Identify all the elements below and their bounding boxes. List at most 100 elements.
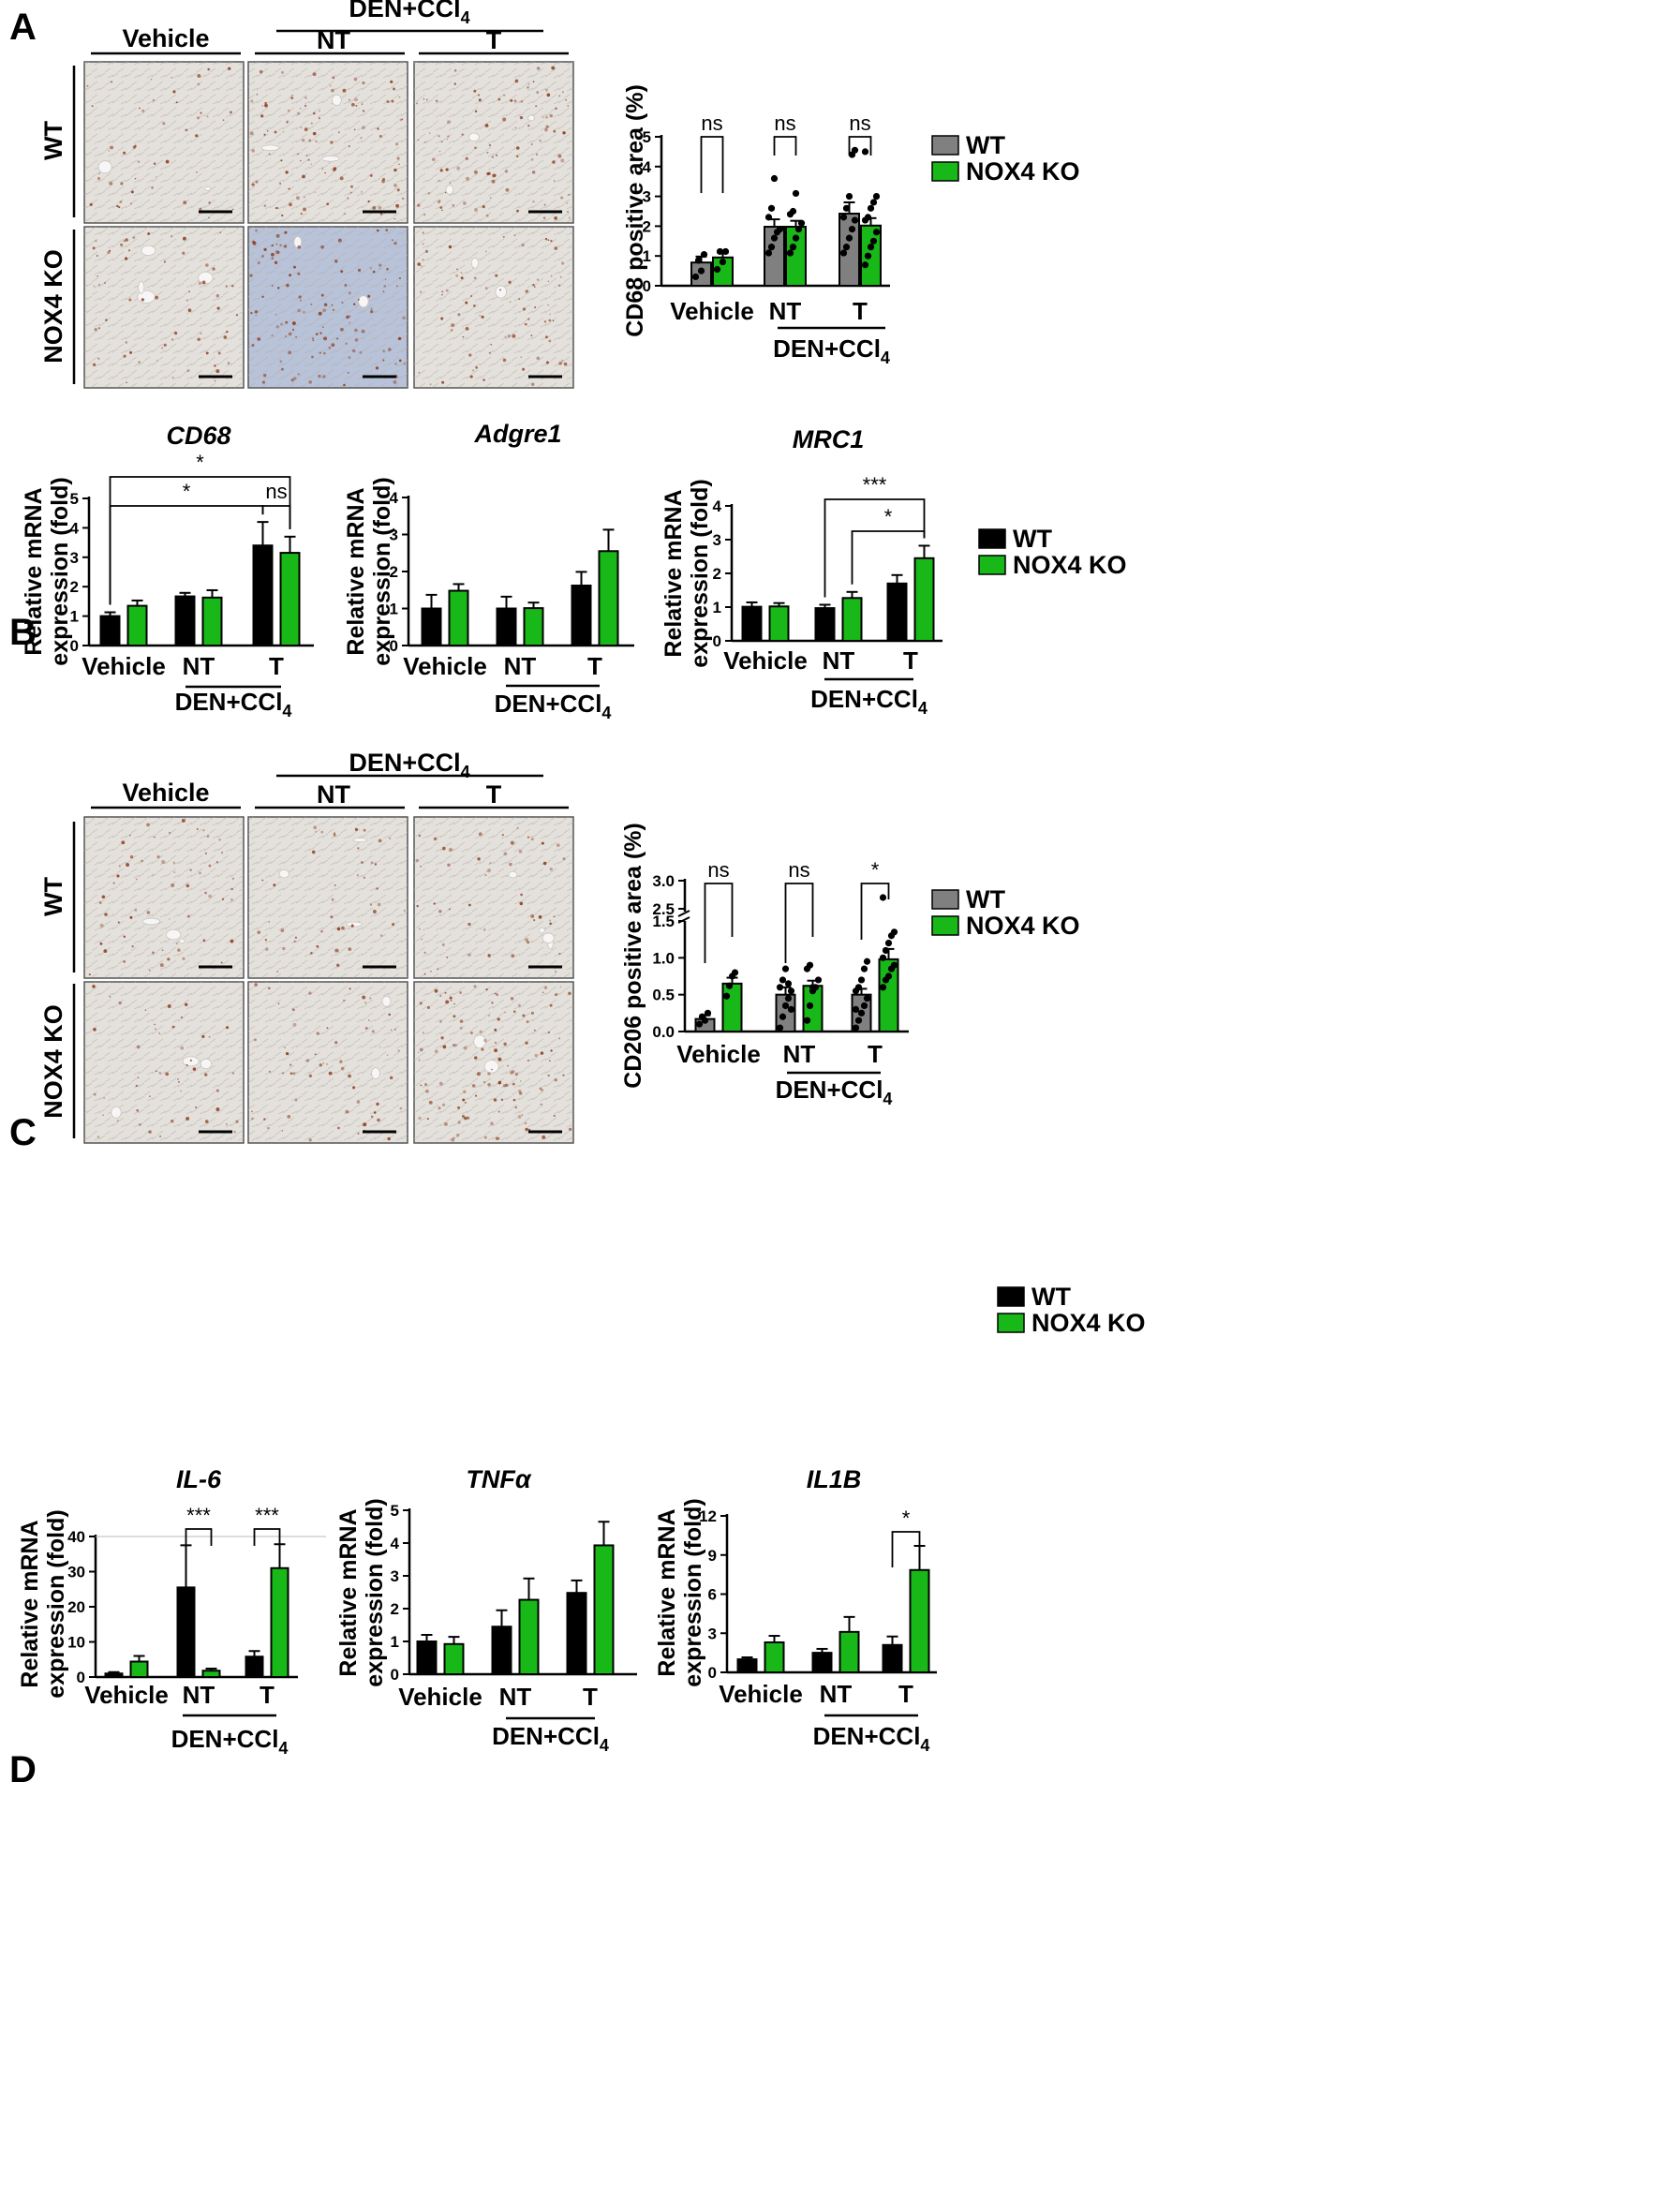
stain-dot: [333, 167, 337, 171]
stain-dot: [93, 1028, 96, 1032]
data-point: [695, 1020, 704, 1028]
data-point: [803, 1017, 811, 1024]
stain-dot: [334, 948, 338, 953]
y-tick-label: 2.5: [652, 900, 675, 918]
stain-dot: [322, 1062, 325, 1064]
stain-dot: [227, 362, 230, 364]
col-header-vehicle-a: Vehicle: [122, 24, 209, 52]
data-point: [787, 987, 795, 995]
stain-dot: [281, 1072, 285, 1075]
stain-dot: [180, 1016, 183, 1018]
stain-dot: [128, 298, 132, 302]
vessel: [178, 938, 186, 944]
stain-dot: [287, 1115, 291, 1119]
stain-dot: [319, 332, 322, 334]
stain-dot: [430, 971, 432, 972]
stain-dot: [263, 247, 267, 251]
stain-dot: [302, 174, 305, 179]
stain-dot: [202, 939, 206, 943]
stain-dot: [389, 1076, 393, 1080]
stain-dot: [180, 1046, 185, 1050]
bar-nox4-ko-t: [270, 1566, 289, 1678]
legend-swatch-ko: [978, 555, 1006, 575]
stain-dot: [446, 956, 449, 958]
stain-dot: [532, 200, 535, 203]
stain-dot: [486, 172, 490, 176]
data-point: [704, 1009, 712, 1017]
data-point: [731, 969, 739, 976]
row-label-ko-c: NOX4 KO: [39, 1004, 67, 1119]
stain-dot: [352, 1086, 356, 1090]
stain-dot: [261, 879, 264, 882]
stain-dot: [424, 1089, 429, 1093]
stain-dot: [320, 830, 324, 834]
stain-dot: [542, 216, 546, 219]
stain-dot: [527, 83, 530, 85]
micrograph-texture: [414, 227, 573, 388]
data-point: [857, 1009, 866, 1017]
stain-dot: [147, 231, 151, 235]
stain-dot: [323, 351, 326, 355]
data-point: [863, 995, 871, 1002]
y-tick-label: 20: [67, 1598, 85, 1616]
stain-dot: [348, 1074, 351, 1078]
stain-dot: [542, 861, 547, 866]
stain-dot: [356, 1100, 361, 1104]
data-point: [852, 1024, 860, 1032]
stain-dot: [357, 298, 360, 301]
group-label: DEN+CCl4: [810, 685, 928, 718]
stain-dot: [313, 111, 316, 115]
stain-dot: [188, 290, 191, 293]
y-tick-label: 4: [390, 489, 399, 507]
stain-dot: [228, 67, 231, 70]
vessel: [321, 156, 340, 162]
stain-dot: [354, 827, 359, 831]
stain-dot: [553, 915, 556, 918]
stain-dot: [497, 1110, 500, 1113]
stain-dot: [507, 1064, 509, 1067]
stain-dot: [304, 96, 307, 99]
stain-dot: [288, 350, 292, 355]
stain-dot: [264, 101, 267, 105]
micrograph-a-4: [83, 226, 245, 389]
data-point: [784, 995, 793, 1002]
stain-dot: [568, 216, 571, 219]
stain-dot: [123, 935, 126, 938]
stain-dot: [419, 1002, 423, 1005]
stain-dot: [326, 202, 330, 206]
stain-dot: [357, 1132, 360, 1135]
stain-dot: [290, 96, 294, 99]
stain-dot: [459, 1019, 464, 1023]
stain-dot: [302, 310, 305, 314]
stain-dot: [437, 968, 439, 971]
stain-dot: [541, 1089, 543, 1091]
stain-dot: [543, 203, 546, 206]
stain-dot: [549, 919, 552, 922]
stain-dot: [481, 315, 484, 319]
stain-dot: [331, 343, 335, 348]
stain-dot: [279, 182, 282, 186]
stain-dot: [426, 98, 428, 101]
stain-dot: [297, 245, 302, 249]
significance-label: *: [884, 505, 893, 528]
vessel: [352, 837, 368, 843]
stain-dot: [519, 1080, 522, 1082]
stain-dot: [116, 1120, 119, 1122]
stain-dot: [350, 185, 353, 188]
bar-wt-nt: [176, 1586, 196, 1678]
stain-dot: [516, 826, 519, 830]
legend-label-wt: WT: [1031, 1283, 1071, 1311]
bar-nox4-ko-nt: [201, 596, 223, 646]
stain-dot: [363, 828, 366, 832]
stain-dot: [276, 287, 280, 289]
stain-dot: [320, 293, 324, 297]
stain-dot: [221, 898, 225, 900]
stain-dot: [137, 1076, 140, 1078]
stain-dot: [547, 1031, 550, 1034]
stain-dot: [521, 1114, 524, 1116]
stain-dot: [510, 997, 514, 1001]
stain-dot: [457, 1106, 461, 1109]
stain-dot: [152, 99, 155, 102]
stain-dot: [351, 349, 356, 353]
bar-wt-vehicle: [421, 607, 442, 646]
